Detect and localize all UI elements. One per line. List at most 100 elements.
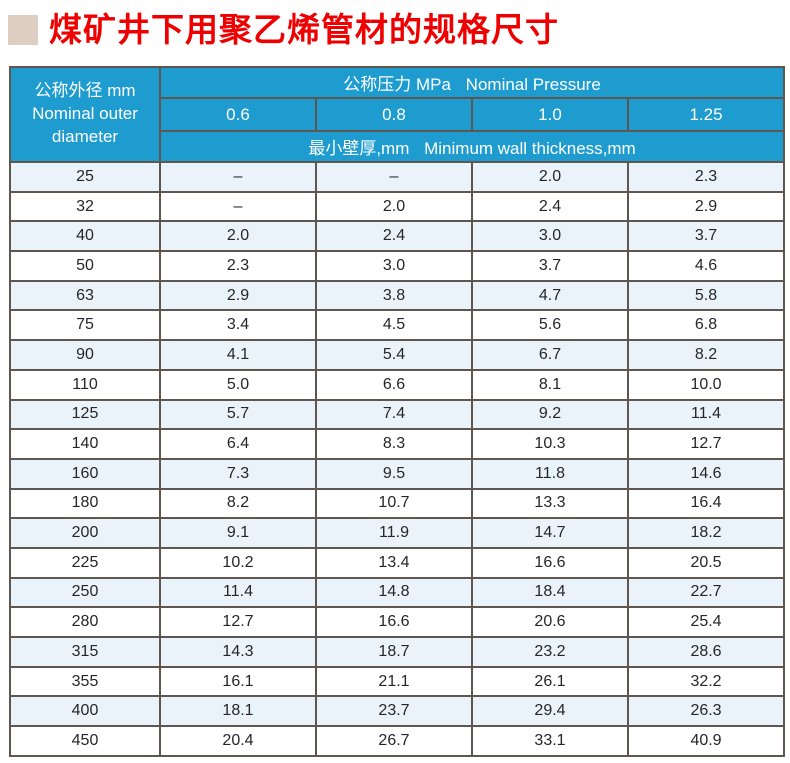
thickness-cell: 20.4 bbox=[159, 725, 317, 757]
header-wall-thickness-zh: 最小壁厚,mm bbox=[308, 139, 410, 158]
thickness-cell: 4.6 bbox=[626, 250, 786, 282]
diameter-cell: 450 bbox=[9, 725, 161, 757]
table-row: 40 2.0 2.4 3.0 3.7 bbox=[9, 220, 786, 253]
pressure-column-0.6: 0.6 bbox=[159, 97, 317, 132]
diameter-cell: 160 bbox=[9, 457, 161, 490]
table-row: 250 11.4 14.8 18.4 22.7 bbox=[9, 576, 786, 609]
thickness-cell: 2.9 bbox=[159, 279, 317, 312]
header-nominal-pressure-zh: 公称压力 MPa bbox=[343, 75, 451, 94]
thickness-cell: 6.4 bbox=[159, 428, 317, 460]
diameter-cell: 63 bbox=[9, 279, 161, 312]
table-body: 25 – – 2.0 2.3 32 – 2.0 2.4 2.9 40 2.0 2… bbox=[9, 161, 786, 757]
thickness-cell: 4.1 bbox=[159, 339, 317, 371]
thickness-cell: 14.3 bbox=[159, 636, 317, 668]
table-row: 125 5.7 7.4 9.2 11.4 bbox=[9, 398, 786, 431]
pressure-column-1.0: 1.0 bbox=[471, 97, 629, 132]
thickness-cell: 26.7 bbox=[315, 725, 473, 757]
table-row: 25 – – 2.0 2.3 bbox=[9, 161, 786, 193]
header-wall-thickness-en: Minimum wall thickness,mm bbox=[424, 139, 636, 158]
table-row: 400 18.1 23.7 29.4 26.3 bbox=[9, 695, 786, 728]
table-row: 180 8.2 10.7 13.3 16.4 bbox=[9, 487, 786, 520]
diameter-cell: 315 bbox=[9, 636, 161, 668]
title-bullet-icon bbox=[8, 14, 38, 45]
header-nominal-pressure: 公称压力 MPa Nominal Pressure bbox=[158, 66, 786, 99]
pressure-column-1.25: 1.25 bbox=[626, 97, 786, 132]
thickness-cell: 26.3 bbox=[626, 695, 786, 728]
thickness-cell: 21.1 bbox=[315, 665, 473, 698]
thickness-cell: 7.3 bbox=[159, 457, 317, 490]
thickness-cell: 2.9 bbox=[626, 190, 786, 223]
thickness-cell: 13.4 bbox=[315, 546, 473, 579]
header-outer-diameter: 公称外径 mm Nominal outer diameter bbox=[9, 66, 161, 163]
page-title: 煤矿井下用聚乙烯管材的规格尺寸 bbox=[49, 11, 559, 48]
table-row: 355 16.1 21.1 26.1 32.2 bbox=[9, 665, 786, 698]
thickness-cell: 3.8 bbox=[315, 279, 473, 312]
thickness-cell: 25.4 bbox=[626, 606, 786, 638]
header-wall-thickness: 最小壁厚,mm Minimum wall thickness,mm bbox=[158, 130, 786, 163]
thickness-cell: 8.1 bbox=[471, 368, 629, 401]
diameter-cell: 355 bbox=[9, 665, 161, 698]
thickness-cell: 8.2 bbox=[159, 487, 317, 520]
thickness-cell: 40.9 bbox=[626, 725, 786, 757]
page-header: 煤矿井下用聚乙烯管材的规格尺寸 bbox=[8, 13, 559, 46]
diameter-cell: 280 bbox=[9, 606, 161, 638]
thickness-cell: 2.3 bbox=[159, 250, 317, 282]
thickness-cell: 2.3 bbox=[626, 161, 786, 193]
thickness-cell: 10.2 bbox=[159, 546, 317, 579]
thickness-cell: 12.7 bbox=[159, 606, 317, 638]
thickness-cell: 18.1 bbox=[159, 695, 317, 728]
thickness-cell: 7.4 bbox=[315, 398, 473, 431]
thickness-cell: 5.0 bbox=[159, 368, 317, 401]
thickness-cell: 20.6 bbox=[471, 606, 629, 638]
diameter-cell: 32 bbox=[9, 190, 161, 223]
table-row: 50 2.3 3.0 3.7 4.6 bbox=[9, 250, 786, 282]
table-row: 315 14.3 18.7 23.2 28.6 bbox=[9, 636, 786, 668]
thickness-cell: 18.2 bbox=[626, 517, 786, 549]
thickness-cell: 3.4 bbox=[159, 309, 317, 342]
thickness-cell: 32.2 bbox=[626, 665, 786, 698]
thickness-cell: 3.7 bbox=[471, 250, 629, 282]
diameter-cell: 140 bbox=[9, 428, 161, 460]
thickness-cell: 2.4 bbox=[315, 220, 473, 253]
spec-table: 公称外径 mm Nominal outer diameter 公称压力 MPa … bbox=[9, 66, 786, 757]
diameter-cell: 40 bbox=[9, 220, 161, 253]
thickness-cell: 10.0 bbox=[626, 368, 786, 401]
thickness-cell: 9.1 bbox=[159, 517, 317, 549]
diameter-cell: 180 bbox=[9, 487, 161, 520]
thickness-cell: 14.8 bbox=[315, 576, 473, 609]
table-row: 75 3.4 4.5 5.6 6.8 bbox=[9, 309, 786, 342]
diameter-cell: 125 bbox=[9, 398, 161, 431]
table-row: 32 – 2.0 2.4 2.9 bbox=[9, 190, 786, 223]
thickness-cell: 5.7 bbox=[159, 398, 317, 431]
thickness-cell: 4.5 bbox=[315, 309, 473, 342]
thickness-cell: – bbox=[315, 161, 473, 193]
thickness-cell: 16.6 bbox=[315, 606, 473, 638]
thickness-cell: 16.1 bbox=[159, 665, 317, 698]
thickness-cell: 5.4 bbox=[315, 339, 473, 371]
table-row: 63 2.9 3.8 4.7 5.8 bbox=[9, 279, 786, 312]
thickness-cell: 23.7 bbox=[315, 695, 473, 728]
thickness-cell: 2.0 bbox=[471, 161, 629, 193]
thickness-cell: 33.1 bbox=[471, 725, 629, 757]
diameter-cell: 25 bbox=[9, 161, 161, 193]
thickness-cell: 5.8 bbox=[626, 279, 786, 312]
table-row: 160 7.3 9.5 11.8 14.6 bbox=[9, 457, 786, 490]
thickness-cell: 3.7 bbox=[626, 220, 786, 253]
thickness-cell: 2.4 bbox=[471, 190, 629, 223]
thickness-cell: 13.3 bbox=[471, 487, 629, 520]
thickness-cell: 2.0 bbox=[159, 220, 317, 253]
thickness-cell: – bbox=[159, 161, 317, 193]
thickness-cell: 14.6 bbox=[626, 457, 786, 490]
diameter-cell: 225 bbox=[9, 546, 161, 579]
thickness-cell: 16.4 bbox=[626, 487, 786, 520]
thickness-cell: 6.8 bbox=[626, 309, 786, 342]
table-row: 225 10.2 13.4 16.6 20.5 bbox=[9, 546, 786, 579]
table-row: 110 5.0 6.6 8.1 10.0 bbox=[9, 368, 786, 401]
thickness-cell: 3.0 bbox=[315, 250, 473, 282]
thickness-cell: 3.0 bbox=[471, 220, 629, 253]
diameter-cell: 200 bbox=[9, 517, 161, 549]
thickness-cell: 11.4 bbox=[626, 398, 786, 431]
thickness-cell: 28.6 bbox=[626, 636, 786, 668]
diameter-cell: 250 bbox=[9, 576, 161, 609]
diameter-cell: 110 bbox=[9, 368, 161, 401]
